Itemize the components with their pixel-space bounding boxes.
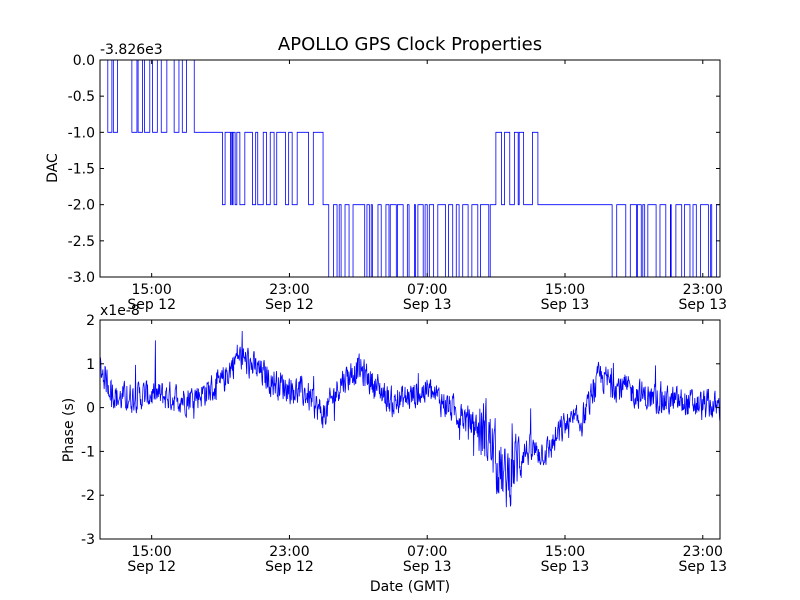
x-tick-date: Sep 13 [678, 559, 727, 575]
x-tick-time: 15:00 [131, 282, 171, 298]
y-tick-label: -3.0 [68, 270, 95, 286]
x-tick-date: Sep 13 [403, 297, 452, 313]
y-tick-label: 0 [86, 401, 95, 417]
x-tick-time: 23:00 [269, 282, 309, 298]
x-tick-date: Sep 13 [403, 559, 452, 575]
phase-line [99, 330, 721, 508]
dac-line [100, 59, 720, 278]
x-tick-time: 23:00 [683, 282, 723, 298]
dac-offset-label: -3.826e3 [100, 42, 163, 58]
x-tick-time: 15:00 [545, 544, 585, 560]
y-tick-label: 2 [86, 313, 95, 329]
x-tick-date: Sep 12 [127, 559, 176, 575]
x-tick-time: 07:00 [407, 282, 447, 298]
x-tick-date: Sep 13 [678, 297, 727, 313]
x-tick-time: 07:00 [407, 544, 447, 560]
y-tick-label: -2 [81, 488, 95, 504]
phase-offset-label: x1e-8 [100, 303, 140, 319]
y-tick-label: -1 [81, 444, 95, 460]
x-tick-time: 15:00 [131, 544, 171, 560]
x-tick-date: Sep 12 [265, 297, 314, 313]
y-tick-label: -1.0 [68, 125, 95, 141]
x-tick-time: 23:00 [683, 544, 723, 560]
phase-x-axis-label: Date (GMT) [370, 579, 450, 595]
x-tick-date: Sep 12 [265, 559, 314, 575]
y-tick-label: -0.5 [68, 89, 95, 105]
x-tick-date: Sep 13 [541, 559, 590, 575]
x-tick-date: Sep 13 [541, 297, 590, 313]
figure-title: APOLLO GPS Clock Properties [278, 34, 542, 55]
y-tick-label: -1.5 [68, 162, 95, 178]
x-tick-date: Sep 12 [127, 297, 176, 313]
dac-y-axis-label: DAC [45, 153, 61, 183]
phase-y-ticks: 2 1 0 -1 -2 -3 [81, 313, 720, 548]
phase-series [99, 330, 721, 508]
y-tick-label: 0.0 [73, 53, 95, 69]
y-tick-label: -3 [81, 532, 95, 548]
y-tick-label: -2.5 [68, 234, 95, 250]
y-tick-label: 1 [86, 357, 95, 373]
dac-series [100, 59, 720, 278]
phase-y-axis-label: Phase (s) [61, 398, 77, 462]
y-tick-label: -2.0 [68, 198, 95, 214]
x-tick-time: 23:00 [269, 544, 309, 560]
x-tick-time: 15:00 [545, 282, 585, 298]
dac-axes-frame [99, 59, 721, 278]
phase-axes-frame [99, 319, 721, 540]
dac-y-ticks: 0.0 -0.5 -1.0 -1.5 -2.0 -2.5 -3.0 [68, 53, 720, 286]
